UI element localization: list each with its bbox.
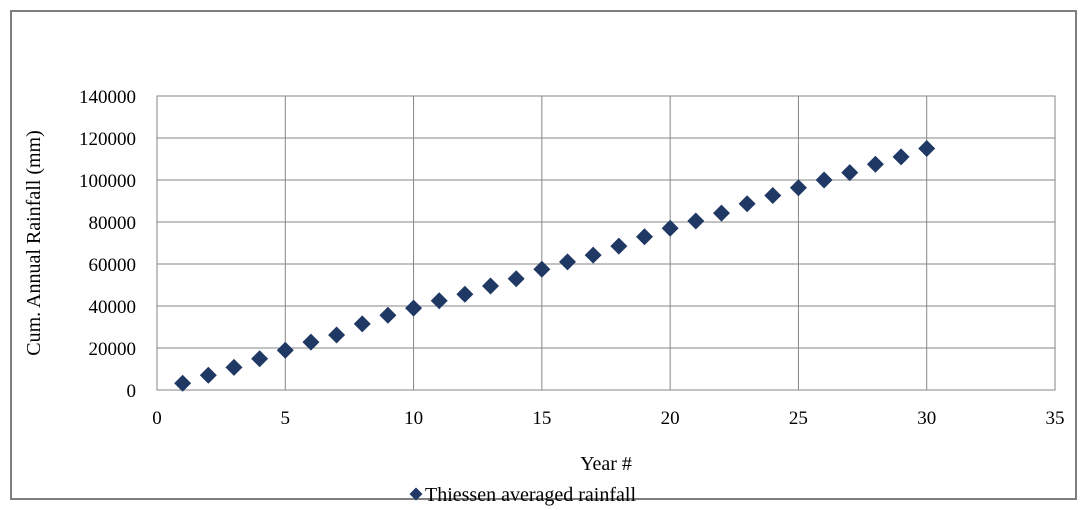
- x-tick-label: 35: [1046, 408, 1065, 429]
- gridlines: [156, 95, 1056, 391]
- data-point: [225, 358, 243, 376]
- x-tick-label: 0: [152, 408, 162, 429]
- data-point: [456, 285, 474, 303]
- x-tick-label: 10: [404, 408, 423, 429]
- x-tick-label: 5: [281, 408, 291, 429]
- legend-marker-diamond-icon: [409, 487, 423, 501]
- data-point: [302, 333, 320, 351]
- y-tick-label: 60000: [89, 255, 137, 276]
- data-point: [353, 315, 371, 333]
- legend-label: Thiessen averaged rainfall: [425, 484, 636, 506]
- x-axis-title: Year #: [580, 453, 632, 475]
- data-point: [712, 204, 730, 222]
- plot-area-border: [156, 95, 1056, 391]
- data-point: [635, 228, 653, 246]
- data-point: [199, 366, 217, 384]
- data-point: [738, 195, 756, 213]
- data-point: [892, 148, 910, 166]
- x-tick-label: 30: [917, 408, 936, 429]
- x-axis-tick-labels: 0 5 10 15 20 25 30 35: [152, 408, 1064, 429]
- data-point: [533, 260, 551, 278]
- data-points: [174, 140, 936, 392]
- data-point: [584, 246, 602, 264]
- y-tick-label: 80000: [89, 213, 137, 234]
- data-point: [661, 219, 679, 237]
- data-point: [507, 270, 525, 288]
- data-point: [405, 299, 423, 317]
- y-axis-title: Cum. Annual Rainfall (mm): [23, 130, 45, 356]
- x-tick-label: 25: [789, 408, 808, 429]
- y-tick-label: 40000: [89, 297, 137, 318]
- y-tick-label: 0: [127, 381, 137, 402]
- data-point: [174, 374, 192, 392]
- data-point: [430, 292, 448, 310]
- data-point: [918, 140, 936, 157]
- data-point: [841, 164, 859, 182]
- data-point: [866, 155, 884, 173]
- data-point: [610, 237, 628, 255]
- y-tick-label: 20000: [89, 339, 137, 360]
- data-point: [559, 253, 577, 271]
- x-tick-label: 20: [661, 408, 680, 429]
- y-tick-label: 120000: [79, 129, 136, 150]
- legend: Thiessen averaged rainfall: [409, 484, 636, 506]
- y-tick-label: 140000: [79, 87, 136, 108]
- data-point: [379, 306, 397, 324]
- data-point: [482, 277, 500, 295]
- data-point: [276, 341, 294, 359]
- y-axis-tick-labels: 0 20000 40000 60000 80000 100000 120000 140000: [79, 87, 136, 402]
- data-point: [328, 326, 346, 344]
- x-tick-label: 15: [532, 408, 551, 429]
- y-tick-label: 100000: [79, 171, 136, 192]
- data-point: [251, 350, 269, 368]
- data-point: [789, 179, 807, 197]
- data-point: [815, 171, 833, 189]
- data-point: [764, 187, 782, 205]
- data-point: [687, 212, 705, 230]
- chart-area: [10, 10, 1077, 500]
